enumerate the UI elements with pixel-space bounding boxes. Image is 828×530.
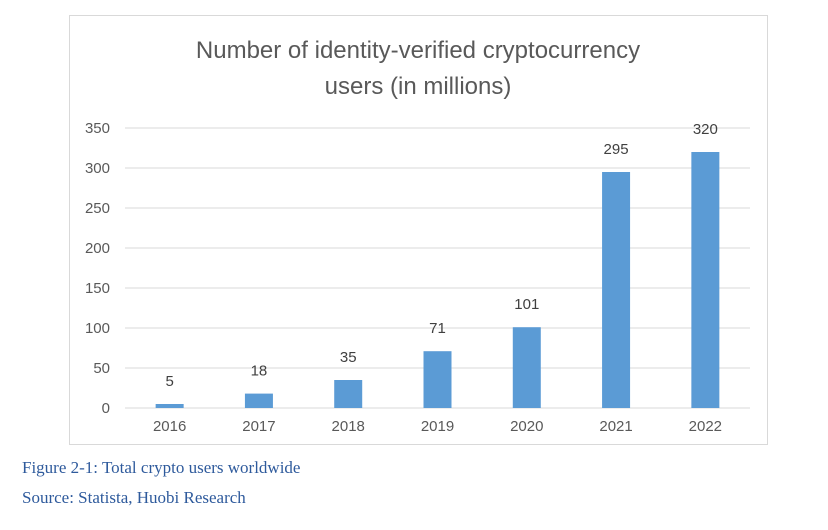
x-axis-ticks: 2016 2017 2018 2019 2020 2021 2022: [153, 418, 722, 435]
y-tick-label: 300: [85, 160, 110, 177]
data-label-2017: 18: [251, 363, 268, 380]
chart-title-line-2: users (in millions): [325, 73, 512, 100]
x-tick-label-2020: 2020: [510, 418, 543, 435]
source-caption: Source: Statista, Huobi Research: [22, 488, 246, 507]
y-tick-label: 250: [85, 200, 110, 217]
data-label-2021: 295: [604, 141, 629, 158]
data-label-2016: 5: [165, 373, 173, 390]
bar-2017: [244, 393, 273, 408]
chart-title-line-1: Number of identity-verified cryptocurren…: [196, 37, 640, 64]
x-tick-label-2019: 2019: [421, 418, 454, 435]
data-label-2020: 101: [514, 296, 539, 313]
gridlines: [125, 127, 750, 409]
data-label-2019: 71: [429, 320, 446, 337]
y-tick-label: 150: [85, 280, 110, 297]
y-tick-label: 0: [102, 400, 110, 417]
y-tick-label: 200: [85, 240, 110, 257]
data-label-2018: 35: [340, 349, 357, 366]
chart-frame: Number of identity-verified cryptocurren…: [69, 15, 768, 445]
x-tick-label-2021: 2021: [599, 418, 632, 435]
bar-2021: [602, 172, 631, 408]
x-tick-label-2022: 2022: [689, 418, 722, 435]
data-label-2022: 320: [693, 121, 718, 138]
bar-2018: [334, 380, 363, 408]
x-tick-label-2018: 2018: [332, 418, 365, 435]
bar-2022: [691, 152, 720, 408]
bars: [155, 152, 720, 408]
bar-2016: [155, 404, 184, 408]
y-tick-label: 350: [85, 120, 110, 137]
data-labels: 5 18 35 71 101 295 320: [165, 121, 717, 390]
x-tick-label-2016: 2016: [153, 418, 186, 435]
bar-chart: Number of identity-verified cryptocurren…: [85, 37, 750, 435]
y-axis-ticks: 0 50 100 150 200 250 300 350: [85, 120, 110, 417]
y-tick-label: 50: [93, 360, 110, 377]
bar-2020: [512, 327, 541, 408]
figure-caption: Figure 2-1: Total crypto users worldwide: [22, 458, 301, 477]
x-tick-label-2017: 2017: [242, 418, 275, 435]
bar-2019: [423, 351, 452, 408]
y-tick-label: 100: [85, 320, 110, 337]
